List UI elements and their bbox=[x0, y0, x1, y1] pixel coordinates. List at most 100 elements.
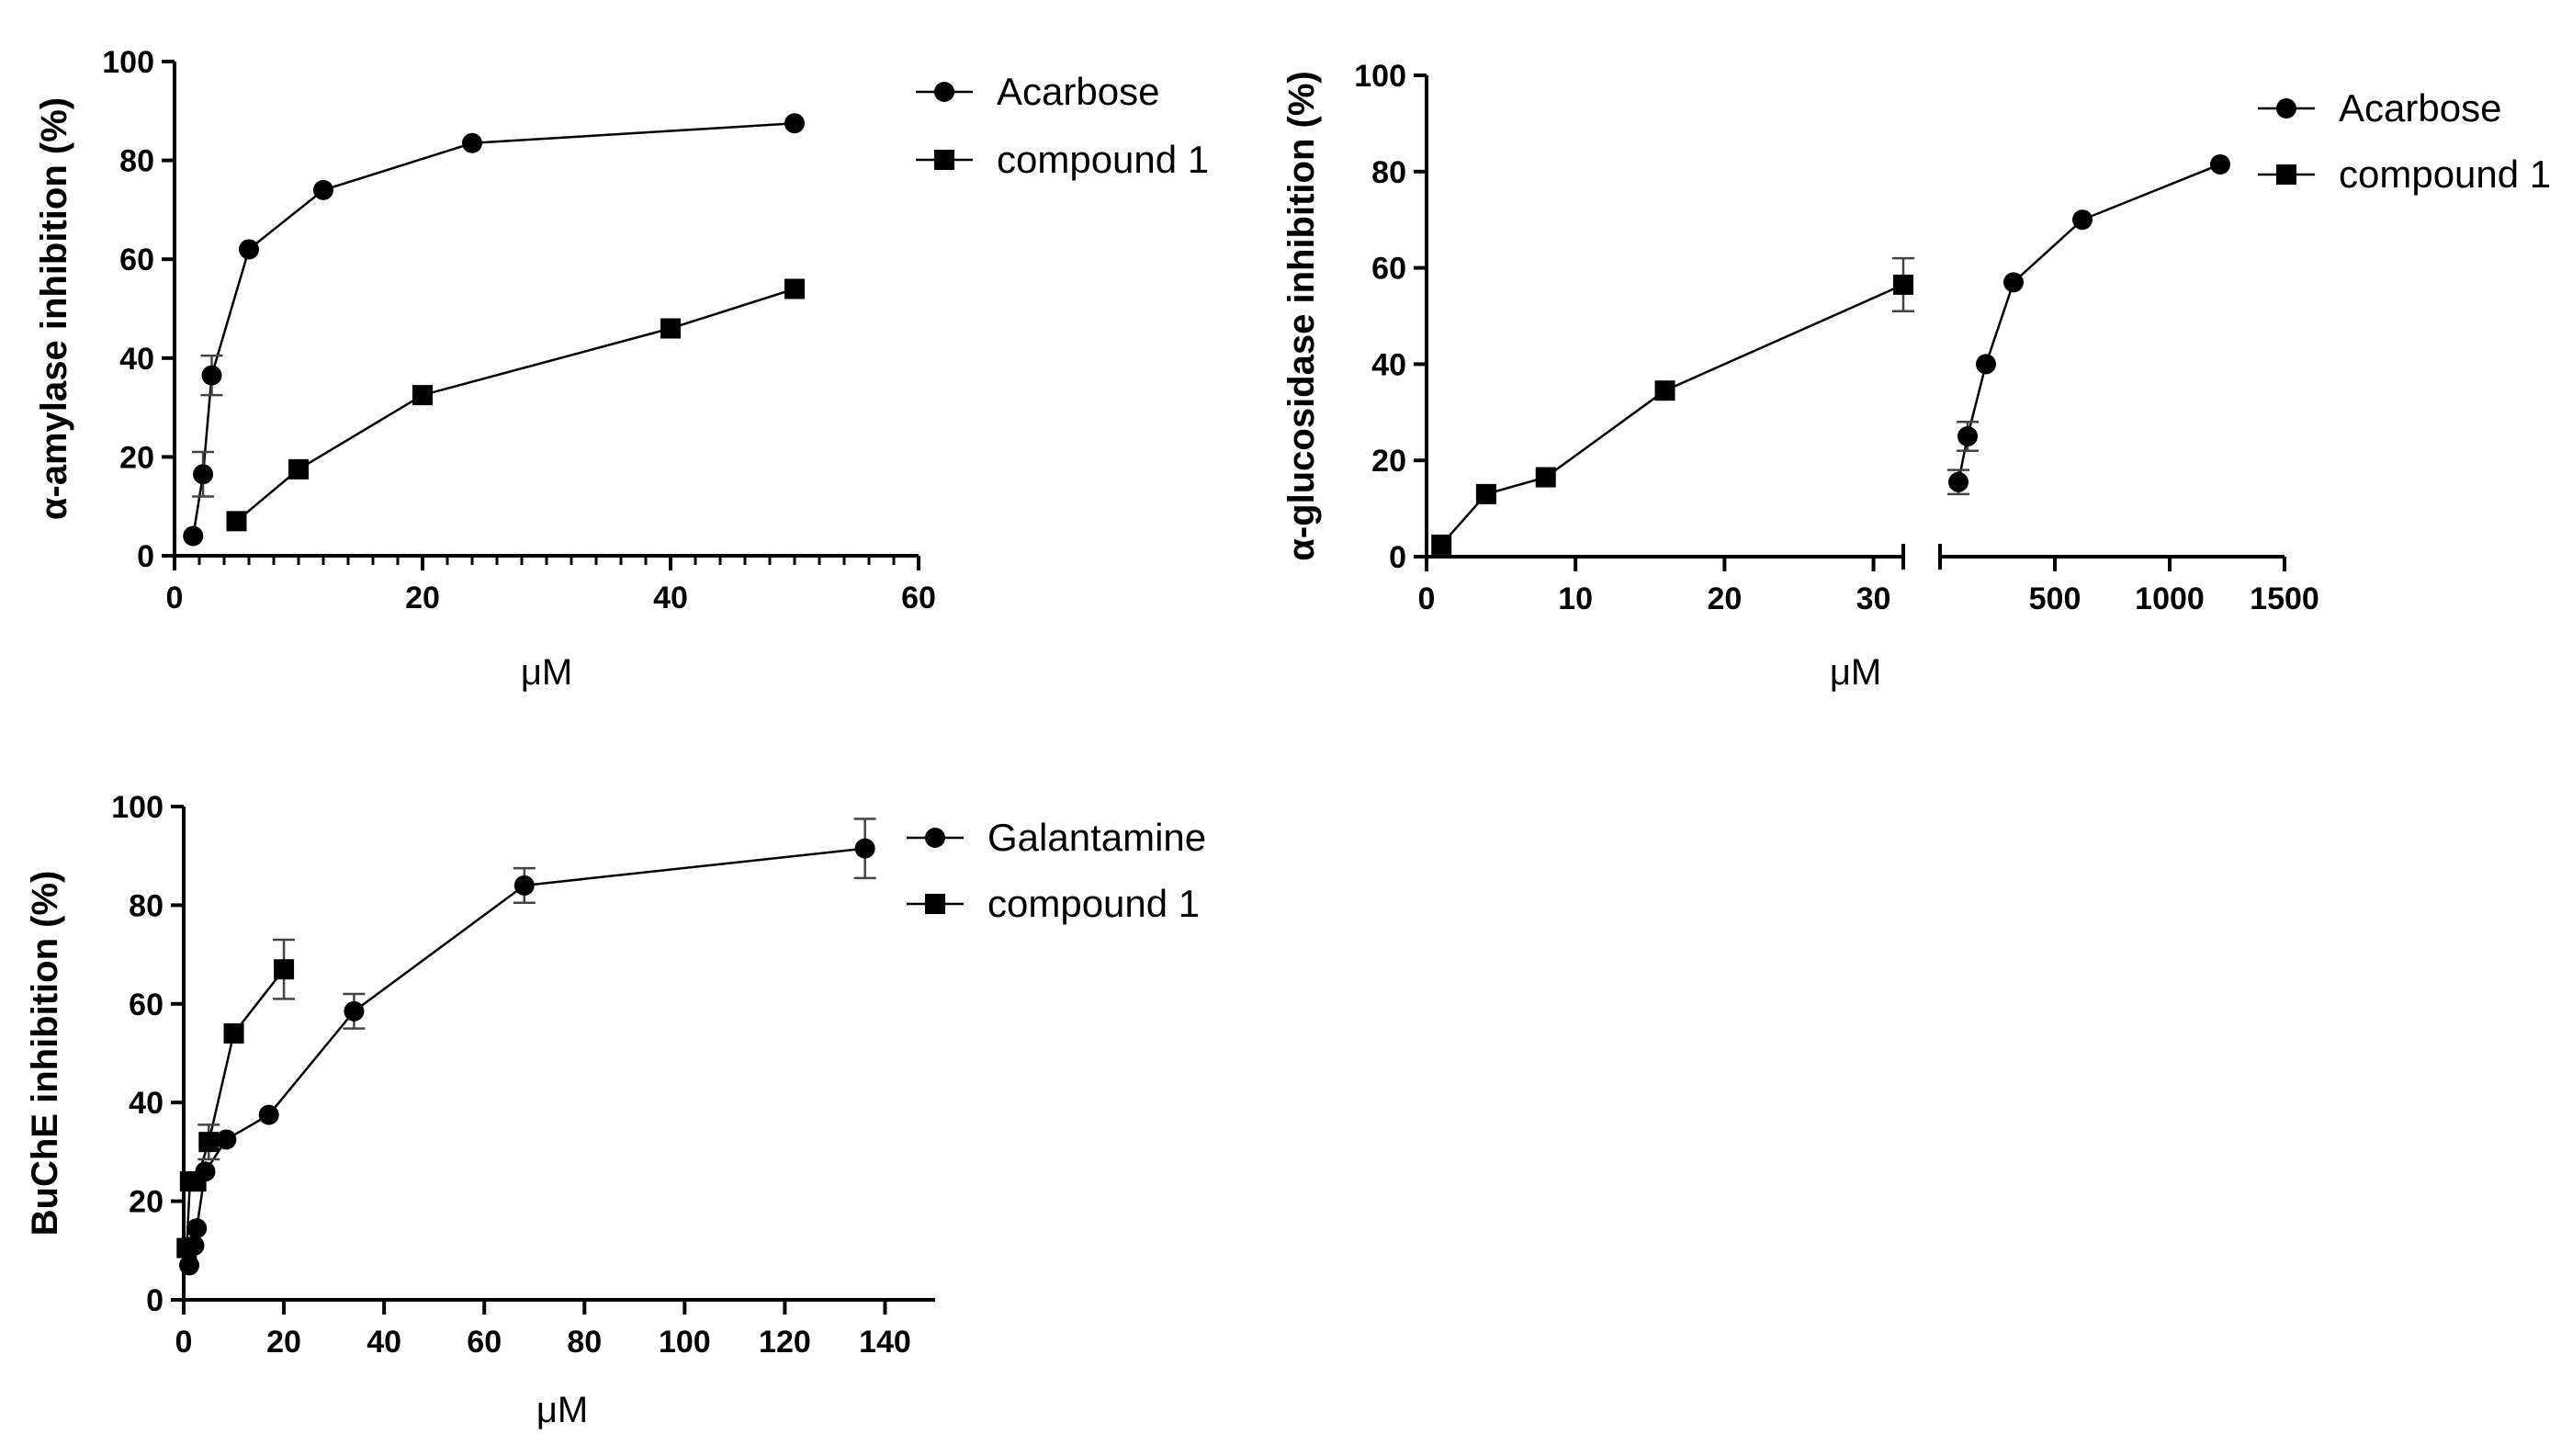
legend-marker-circle bbox=[925, 828, 945, 848]
legend-marker-square bbox=[2276, 164, 2296, 185]
legend-label: compound 1 bbox=[2339, 152, 2551, 196]
y-tick-label: 80 bbox=[119, 144, 154, 179]
series-square bbox=[226, 278, 805, 532]
buche-chart: 0 20 40 60 80 100 BuChE inhibition (%) 0 20 40 60 8… bbox=[25, 790, 1206, 1430]
data-point bbox=[1976, 354, 1996, 375]
data-point bbox=[2072, 209, 2093, 231]
data-point bbox=[1431, 534, 1452, 555]
legend-marker-square bbox=[934, 150, 954, 170]
y-tick-label: 80 bbox=[129, 888, 164, 923]
y-tick-label: 100 bbox=[111, 790, 164, 825]
data-point bbox=[1957, 426, 1978, 446]
x-tick-label: 10 bbox=[1558, 581, 1593, 616]
data-point bbox=[193, 464, 214, 485]
series-line bbox=[186, 968, 286, 1248]
series-line bbox=[1957, 163, 2221, 483]
data-point bbox=[412, 385, 433, 406]
y-tick-label: 60 bbox=[1371, 252, 1406, 287]
series-square bbox=[1431, 256, 1914, 555]
data-point bbox=[784, 278, 805, 299]
legend-item: compound 1 bbox=[916, 138, 1209, 181]
data-point bbox=[201, 365, 222, 386]
data-point bbox=[223, 1023, 244, 1044]
y-tick-label: 60 bbox=[129, 988, 164, 1022]
x-tick-label: 20 bbox=[1707, 581, 1742, 616]
data-point bbox=[1654, 380, 1675, 401]
data-point bbox=[344, 1000, 365, 1021]
y-tick-label: 0 bbox=[146, 1283, 164, 1318]
data-point bbox=[288, 458, 309, 480]
y-tick-label: 80 bbox=[1371, 155, 1406, 190]
y-tick-label: 0 bbox=[1389, 540, 1406, 575]
y-tick-label: 20 bbox=[129, 1185, 164, 1220]
legend-item: Galantamine bbox=[907, 816, 1206, 859]
data-point bbox=[186, 1218, 208, 1239]
amylase-chart: 0 20 40 60 80 100 α-amylase inhibition (%) 0 20 4… bbox=[34, 45, 1209, 693]
series-line bbox=[192, 122, 795, 536]
x-tick-label: 40 bbox=[367, 1325, 401, 1360]
data-point bbox=[176, 1237, 197, 1258]
data-point bbox=[1948, 471, 1969, 492]
x-tick-label: 0 bbox=[1418, 581, 1436, 616]
series-circle bbox=[183, 113, 805, 547]
y-axis-label: α-glucosidase inhibition (%) bbox=[1281, 71, 1322, 560]
legend-marker-square bbox=[925, 894, 945, 914]
data-point bbox=[660, 318, 681, 339]
x-tick-label: 100 bbox=[659, 1325, 711, 1360]
legend-marker-circle bbox=[2276, 98, 2296, 119]
y-tick-label: 20 bbox=[119, 440, 154, 475]
x-tick-label: 140 bbox=[859, 1325, 911, 1360]
legend-item: Acarbose bbox=[2258, 86, 2501, 130]
legend-item: compound 1 bbox=[2258, 152, 2551, 196]
data-point bbox=[183, 525, 204, 547]
data-point bbox=[1535, 467, 1556, 488]
series-square bbox=[176, 938, 296, 1258]
legend-label: compound 1 bbox=[987, 882, 1200, 925]
series-circle bbox=[178, 818, 876, 1276]
series-line bbox=[187, 847, 865, 1266]
data-point bbox=[313, 179, 333, 200]
y-tick-label: 60 bbox=[119, 243, 154, 277]
data-point bbox=[2210, 153, 2230, 175]
data-point bbox=[462, 132, 482, 153]
data-point bbox=[198, 1132, 220, 1153]
data-point bbox=[1893, 274, 1913, 295]
legend-item: compound 1 bbox=[907, 882, 1200, 925]
data-point bbox=[274, 959, 295, 980]
x-tick-label: 80 bbox=[567, 1325, 602, 1360]
x-axis-label: μM bbox=[1830, 652, 1881, 693]
data-point bbox=[1475, 483, 1496, 504]
y-tick-label: 0 bbox=[137, 539, 154, 574]
x-axis-label: μM bbox=[536, 1390, 588, 1430]
y-tick-label: 20 bbox=[1371, 444, 1406, 479]
data-point bbox=[178, 1255, 199, 1276]
legend-item: Acarbose bbox=[916, 70, 1159, 113]
x-tick-label: 40 bbox=[653, 581, 688, 615]
x-tick-label: 1000 bbox=[2135, 581, 2205, 616]
x-tick-label: 20 bbox=[266, 1325, 301, 1360]
x-tick-label: 0 bbox=[175, 1325, 193, 1360]
x-tick-label: 20 bbox=[405, 581, 440, 615]
legend-label: Acarbose bbox=[2339, 86, 2501, 130]
y-axis-label: BuChE inhibition (%) bbox=[25, 871, 65, 1236]
x-tick-label: 60 bbox=[467, 1325, 502, 1360]
data-point bbox=[216, 1129, 237, 1150]
x-tick-label: 60 bbox=[901, 581, 936, 615]
x-tick-label: 500 bbox=[2029, 581, 2082, 616]
series-line bbox=[1440, 283, 1904, 546]
data-point bbox=[513, 875, 535, 896]
x-tick-label: 0 bbox=[166, 581, 184, 615]
legend-label: compound 1 bbox=[997, 138, 1209, 181]
y-tick-label: 40 bbox=[119, 342, 154, 377]
series-circle bbox=[1947, 153, 2230, 496]
data-point bbox=[2003, 272, 2024, 293]
legend-label: Galantamine bbox=[987, 816, 1206, 859]
y-tick-label: 100 bbox=[1354, 59, 1406, 94]
y-axis-label: α-amylase inhibition (%) bbox=[34, 97, 74, 520]
x-tick-label: 1500 bbox=[2250, 581, 2319, 616]
legend-label: Acarbose bbox=[997, 70, 1159, 113]
y-tick-label: 40 bbox=[1371, 347, 1406, 382]
x-tick-label: 120 bbox=[759, 1325, 811, 1360]
